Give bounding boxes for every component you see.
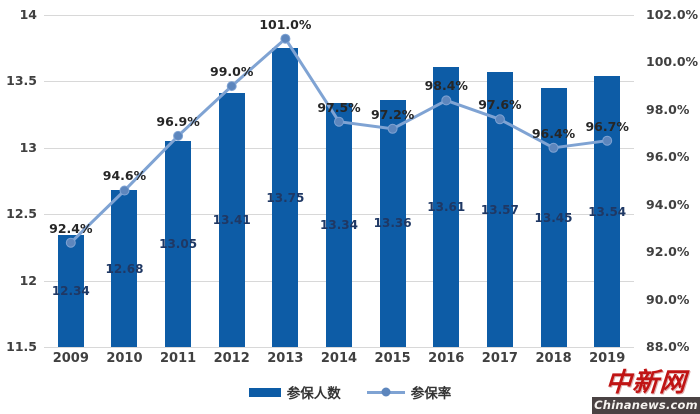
chinanews-url-strip: Chinanews.com <box>592 397 700 414</box>
bar-data-label: 13.75 <box>266 190 305 205</box>
bar-data-label: 13.34 <box>320 217 358 232</box>
line-marker <box>441 95 452 106</box>
bar-data-label: 13.45 <box>534 210 573 225</box>
right-axis-tick: 90.0% <box>646 291 690 307</box>
right-y-axis: 102.0% 100.0% 98.0% 96.0% 94.0% 92.0% 90.0% 88.… <box>646 0 700 414</box>
legend-label-line-series: 参保率 <box>410 386 452 402</box>
line-marker <box>173 130 184 141</box>
left-y-axis: 14 13.5 13 12.5 12 11.5 <box>0 0 37 414</box>
x-axis-tick: 2014 <box>320 351 358 366</box>
line-marker <box>226 81 237 92</box>
bar-data-label: 13.57 <box>480 202 519 217</box>
left-axis-tick: 14 <box>19 7 37 22</box>
x-axis-tick: 2012 <box>213 351 250 366</box>
legend-label-bar-series: 参保人数 <box>286 386 341 402</box>
line-data-label: 94.6% <box>102 168 147 184</box>
right-axis-tick: 88.0% <box>646 339 690 354</box>
left-axis-tick: 13 <box>19 139 37 155</box>
left-axis-tick: 13.5 <box>6 73 37 89</box>
bar-data-label: 13.36 <box>373 216 412 231</box>
chinanews-watermark: 中新网 Chinanews.com <box>592 368 700 414</box>
x-axis-tick: 2013 <box>267 351 304 366</box>
legend-item-bar-series: 参保人数 <box>248 382 341 402</box>
bar-data-label: 13.54 <box>588 204 627 219</box>
bar-2009 <box>57 235 84 347</box>
left-axis-tick: 11.5 <box>6 339 37 354</box>
x-axis-tick: 2015 <box>374 351 411 366</box>
gridline <box>44 347 634 348</box>
bar-data-label: 13.05 <box>159 237 198 252</box>
bar-2010 <box>111 190 138 347</box>
x-axis-tick: 2019 <box>589 351 626 366</box>
bar-data-label: 13.41 <box>212 213 251 228</box>
x-axis-tick: 2017 <box>481 351 518 366</box>
right-axis-tick: 102.0% <box>646 7 699 22</box>
line-data-label: 97.5% <box>317 99 361 115</box>
bar-data-label: 13.61 <box>427 199 466 214</box>
line-data-label: 96.7% <box>585 118 629 134</box>
bar-2016 <box>433 66 460 347</box>
bar-2014 <box>326 102 352 347</box>
chinanews-logo-text: 中新网 <box>604 368 688 398</box>
line-series <box>65 33 613 248</box>
right-axis-tick: 96.0% <box>646 149 690 165</box>
bar-2012 <box>218 93 245 347</box>
line-marker <box>602 135 613 146</box>
line-data-label: 96.9% <box>156 113 200 129</box>
x-axis-tick: 2009 <box>52 351 89 366</box>
left-axis-tick: 12.5 <box>6 206 37 222</box>
x-axis-tick: 2010 <box>106 351 143 366</box>
line-data-label: 99.0% <box>210 64 254 80</box>
bar-2018 <box>540 88 567 347</box>
line-data-label: 98.4% <box>424 78 468 94</box>
line-marker <box>334 116 344 127</box>
line-series-swatch <box>366 387 405 397</box>
line-marker <box>65 237 76 248</box>
bar-data-label: 12.68 <box>105 261 144 276</box>
line-marker <box>280 33 291 44</box>
gridline <box>44 15 634 16</box>
line-marker <box>387 123 398 134</box>
x-axis-tick: 2011 <box>159 351 197 366</box>
bar-2013 <box>272 48 299 347</box>
line-data-label: 97.6% <box>478 97 522 113</box>
bar-2015 <box>379 100 406 347</box>
line-data-label: 97.2% <box>370 106 415 122</box>
line-marker <box>494 114 505 125</box>
line-marker <box>119 185 130 196</box>
line-marker <box>548 142 559 153</box>
legend: 参保人数 参保率 <box>0 382 700 402</box>
bar-data-label: 12.34 <box>51 284 90 299</box>
x-axis-tick: 2018 <box>535 351 572 366</box>
bar-2019 <box>594 76 621 347</box>
x-axis-tick: 2016 <box>428 351 465 366</box>
left-axis-tick: 12 <box>19 272 37 288</box>
right-axis-tick: 92.0% <box>646 244 690 260</box>
legend-item-line-series: 参保率 <box>366 382 452 402</box>
line-data-label: 96.4% <box>531 125 576 141</box>
bar-2011 <box>165 141 192 347</box>
plot-area: 12.34 12.68 13.05 13.41 13.75 13.34 13.36 13.61… <box>44 15 634 348</box>
right-axis-tick: 94.0% <box>646 196 690 212</box>
bar-series-swatch <box>248 387 281 397</box>
gridline <box>44 81 634 82</box>
right-axis-tick: 100.0% <box>646 54 699 70</box>
right-axis-tick: 98.0% <box>646 101 690 117</box>
line-marker-dot <box>381 387 391 397</box>
line-data-label: 101.0% <box>259 16 312 32</box>
line-data-label: 92.4% <box>49 220 93 236</box>
